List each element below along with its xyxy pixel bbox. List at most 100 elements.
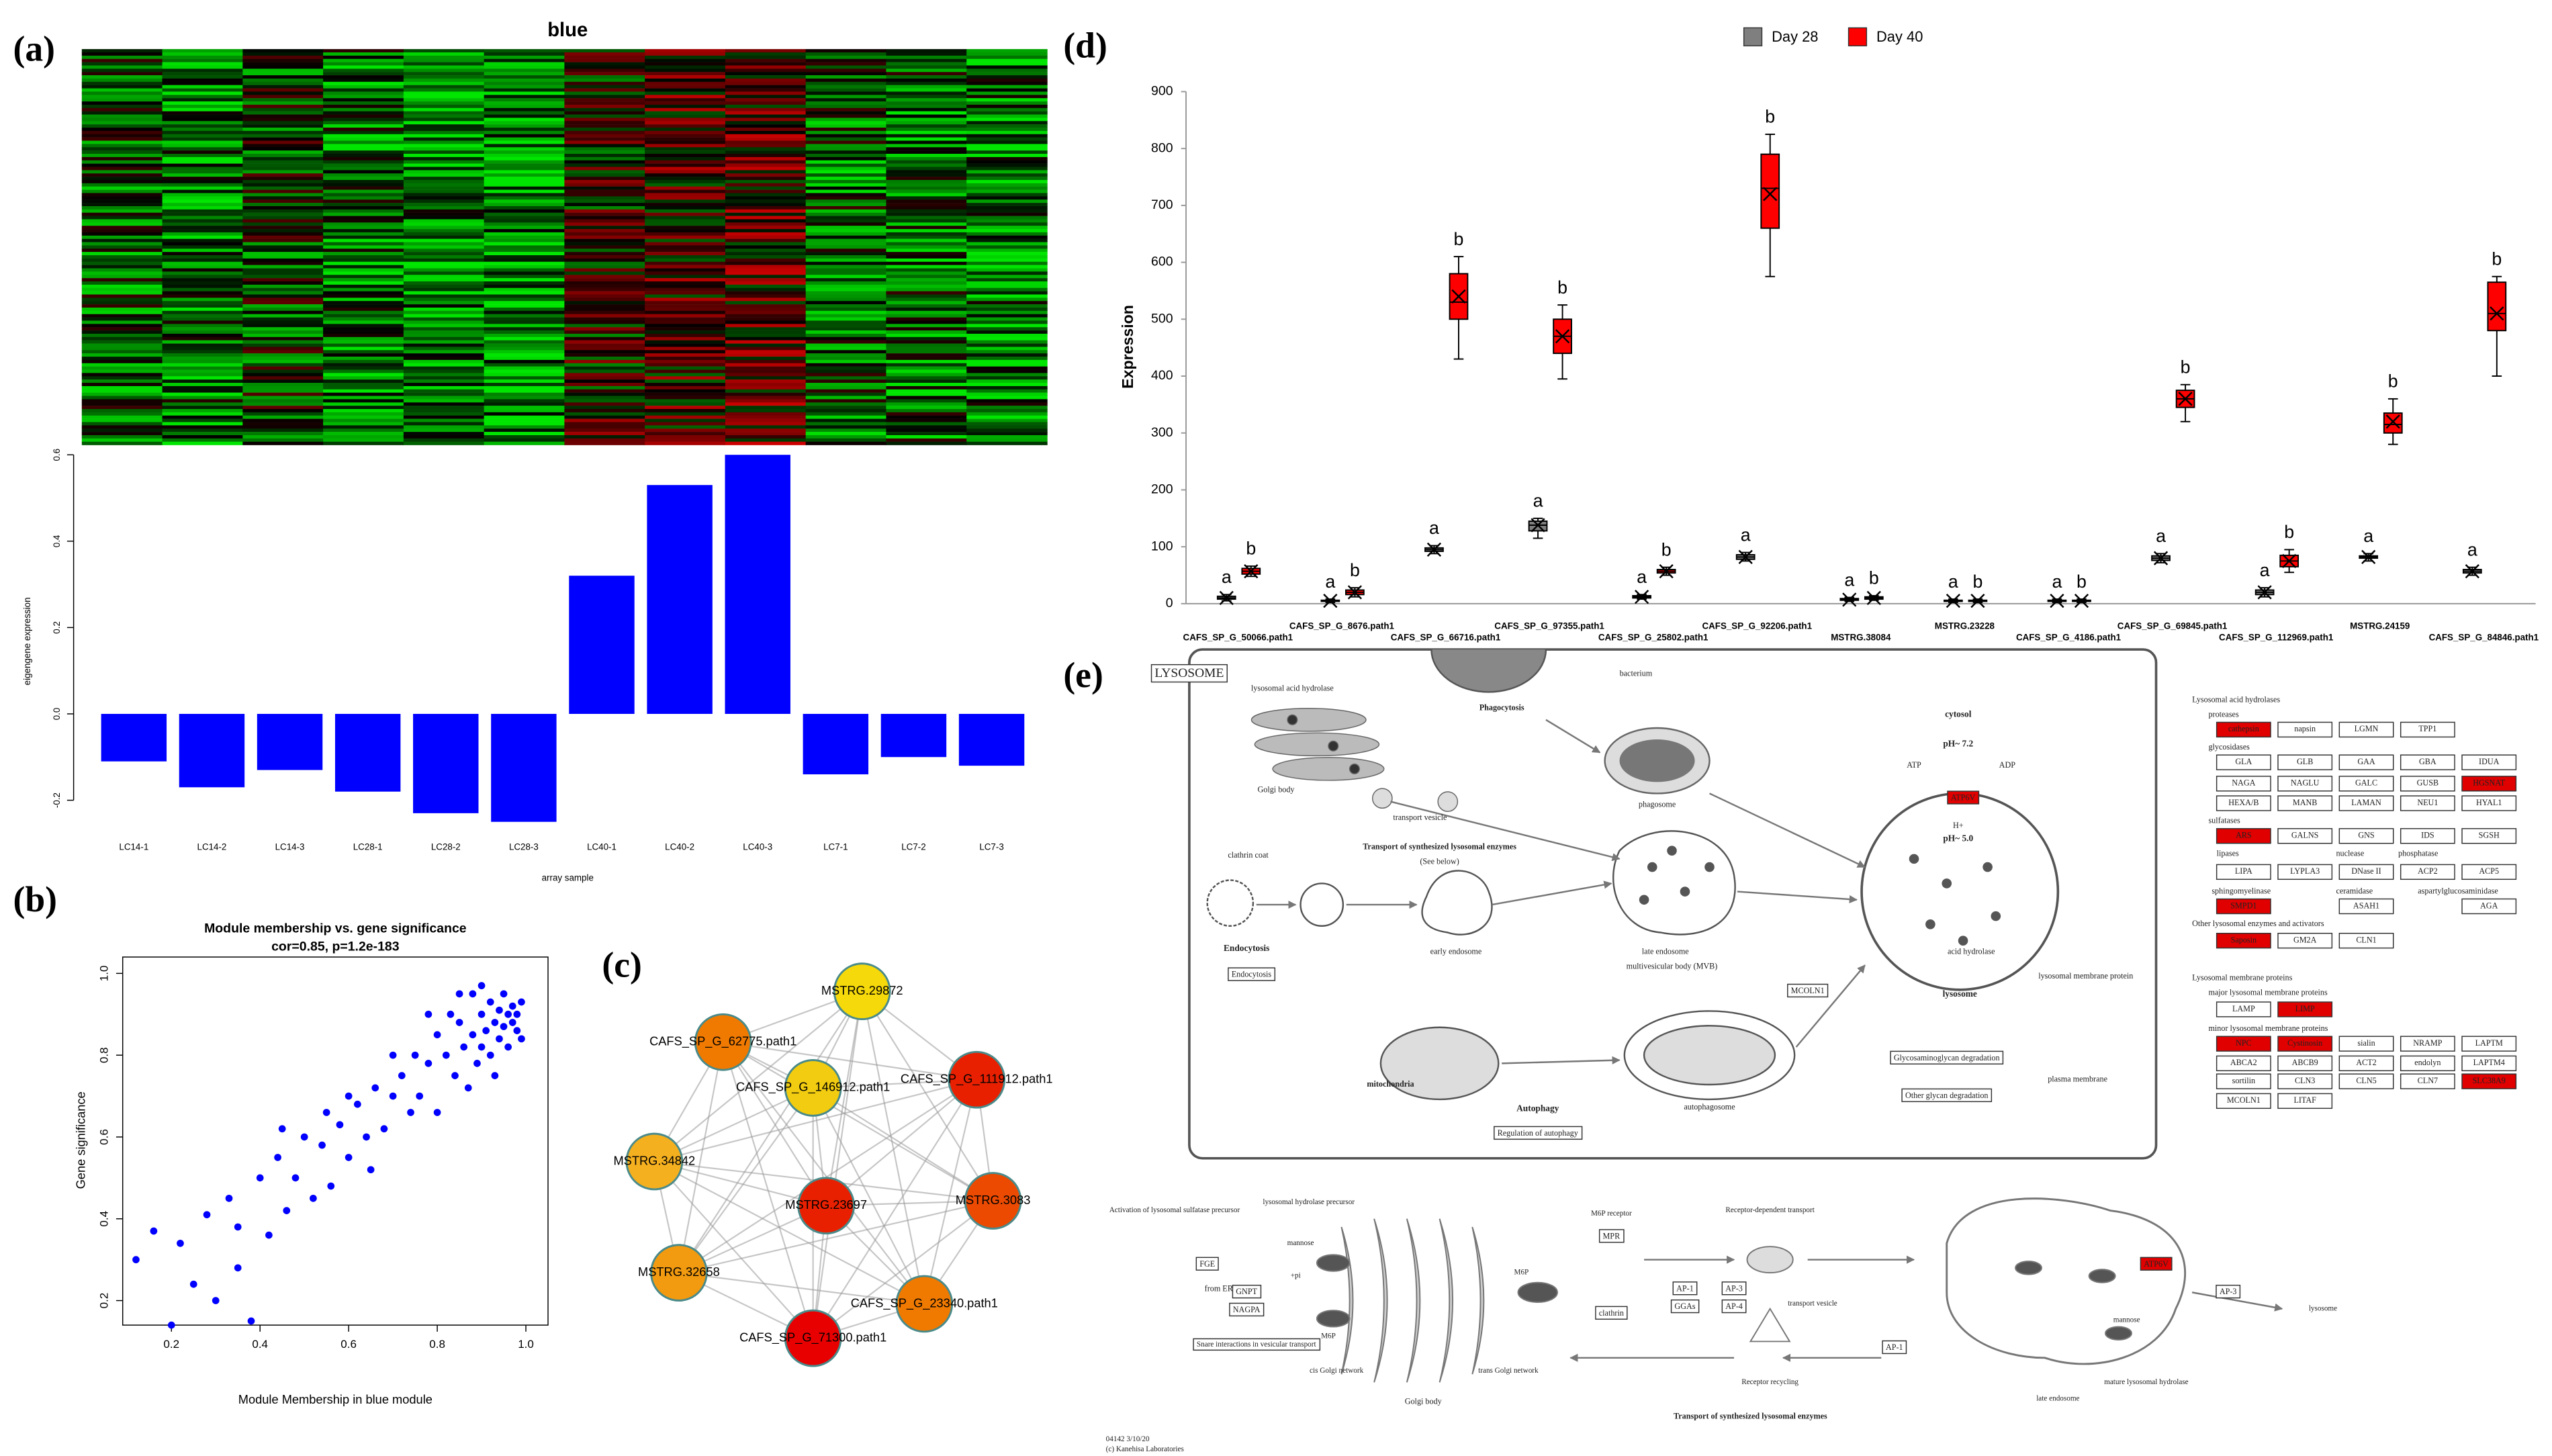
heatmap-cell	[564, 222, 645, 226]
mean-marker	[1635, 590, 1649, 604]
heatmap-cell	[564, 107, 645, 111]
heatmap-cell	[645, 69, 726, 73]
heatmap-cell	[564, 196, 645, 200]
x-tick-label: 0.6	[340, 1338, 357, 1351]
heatmap-cell	[645, 379, 726, 383]
heatmap-cell	[966, 284, 1048, 288]
heatmap-cell	[645, 173, 726, 177]
heatmap-cell	[805, 170, 887, 174]
heatmap-cell	[725, 85, 807, 89]
diagram-label: Transport of synthesized lysosomal enzym…	[1674, 1411, 1827, 1420]
heatmap-cell	[805, 379, 887, 383]
heatmap-cell	[886, 324, 967, 328]
heatmap-cell	[645, 111, 726, 115]
heatmap-cell	[805, 226, 887, 230]
heatmap-cell	[323, 128, 404, 132]
gene-box	[2277, 1073, 2333, 1089]
heatmap-cell	[484, 107, 565, 111]
network-edge	[861, 991, 925, 1304]
heatmap-cell	[323, 425, 404, 429]
gene-label: LAPTM4	[2473, 1058, 2505, 1067]
gene-box	[2461, 1073, 2517, 1089]
heatmap-cell	[966, 389, 1048, 393]
heatmap-cell	[323, 327, 404, 331]
diagram-label: ceramidase	[2336, 886, 2373, 895]
heatmap-cell	[645, 238, 726, 242]
heatmap-cell	[323, 95, 404, 99]
heatmap-cell	[242, 438, 324, 442]
heatmap-cell	[886, 170, 967, 174]
heatmap-cell	[242, 121, 324, 125]
group-letter: a	[1325, 572, 1335, 592]
heatmap-cell	[966, 304, 1048, 308]
network-edge	[813, 1087, 994, 1201]
gene-box	[2338, 1073, 2394, 1089]
network-edge	[653, 1161, 814, 1339]
heatmap-cell	[805, 441, 887, 445]
heatmap-cell	[323, 114, 404, 118]
heatmap-cell	[242, 55, 324, 59]
heatmap-cell	[242, 347, 324, 351]
diagram-label: Lysosomal membrane proteins	[2192, 972, 2292, 982]
gene-box	[2400, 721, 2455, 738]
heatmap-cell	[725, 248, 807, 253]
heatmap-cell	[81, 160, 163, 164]
heatmap-cell	[886, 179, 967, 184]
heatmap-cell	[645, 147, 726, 151]
heatmap-cell	[805, 402, 887, 406]
heatmap-cell	[81, 58, 163, 62]
gene-box	[2216, 721, 2271, 738]
heatmap-cell	[966, 199, 1048, 203]
heatmap-cell	[966, 438, 1048, 442]
heatmap-cell	[484, 114, 565, 118]
network-edge	[812, 1200, 994, 1339]
heatmap-cell	[805, 258, 887, 263]
heatmap-cell	[162, 258, 244, 263]
point	[389, 1092, 397, 1100]
heatmap-cell	[645, 353, 726, 357]
heatmap-cell	[805, 72, 887, 76]
heatmap-cell	[645, 359, 726, 364]
gene-box	[2461, 754, 2517, 770]
heatmap-cell	[81, 330, 163, 334]
point	[518, 1035, 525, 1043]
heatmap-cell	[81, 284, 163, 288]
network-node	[833, 962, 891, 1021]
heatmap-cell	[966, 137, 1048, 141]
heatmap-cell	[484, 75, 565, 79]
heatmap-cell	[725, 261, 807, 265]
heatmap-cell	[886, 75, 967, 79]
heatmap-cell	[484, 265, 565, 269]
heatmap-cell	[805, 189, 887, 193]
y-axis-label: Expression	[1119, 305, 1136, 389]
heatmap-cell	[645, 140, 726, 144]
diagram-label: H+	[1953, 821, 1964, 830]
heatmap-cell	[886, 137, 967, 141]
x-tick-label: CAFS_SP_G_50066.path1	[1183, 633, 1293, 643]
heatmap-cell	[403, 409, 485, 413]
heatmap-cell	[81, 232, 163, 236]
diagram-label: Phagocytosis	[1479, 703, 1524, 713]
heatmap-cell	[645, 101, 726, 105]
heatmap-cell	[564, 435, 645, 439]
heatmap-cell	[966, 58, 1048, 62]
heatmap-cell	[403, 261, 485, 265]
heatmap-cell	[403, 128, 485, 132]
mean-marker	[1970, 594, 1985, 608]
heatmap-cell	[805, 281, 887, 285]
gene-label: AGA	[2480, 901, 2498, 910]
heatmap-cell	[886, 91, 967, 95]
heatmap-cell	[805, 235, 887, 239]
heatmap-cell	[564, 366, 645, 370]
heatmap-cell	[966, 245, 1048, 249]
gene-label: ASAH1	[2353, 901, 2379, 910]
diagram-label: acid hydrolase	[1948, 947, 1995, 956]
heatmap-cell	[966, 265, 1048, 269]
heatmap-cell	[403, 340, 485, 344]
heatmap-cell	[725, 189, 807, 193]
gene-label: LYPLA3	[2290, 866, 2320, 876]
label-box	[1193, 1338, 1321, 1351]
heatmap-cell	[645, 52, 726, 56]
heatmap-cell	[886, 412, 967, 416]
heatmap-cell	[484, 101, 565, 105]
